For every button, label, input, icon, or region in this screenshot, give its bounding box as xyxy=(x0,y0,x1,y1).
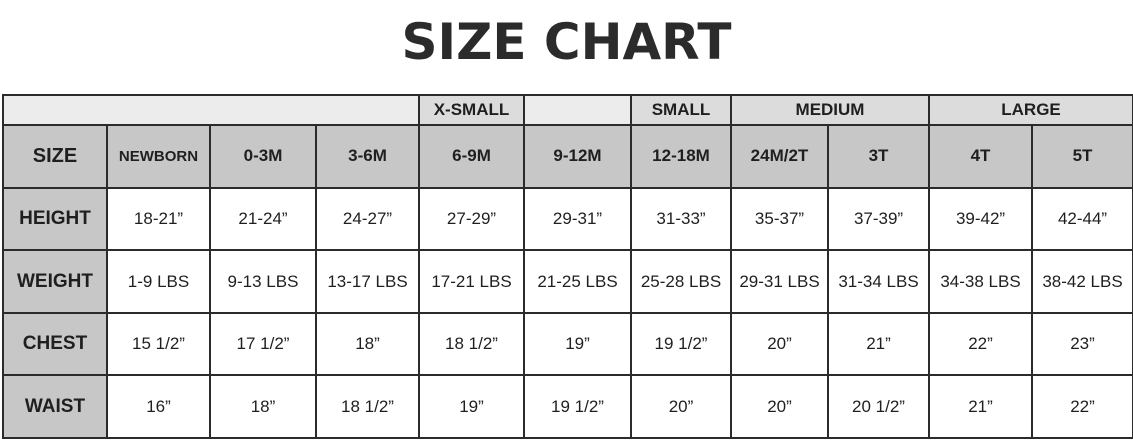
table-cell: 20” xyxy=(730,374,829,439)
row-label-waist: WAIST xyxy=(2,374,108,439)
table-cell: 18-21” xyxy=(106,186,211,252)
size-header-cell: 3T xyxy=(826,124,931,189)
size-header-cell: 24M/2T xyxy=(730,124,829,189)
table-cell: 22” xyxy=(928,311,1034,377)
table-cell: 18” xyxy=(315,311,420,377)
table-cell: 35-37” xyxy=(730,186,829,252)
weight-row: WEIGHT 1-9 LBS 9-13 LBS 13-17 LBS 17-21 … xyxy=(2,249,1133,314)
table-cell: 23” xyxy=(1031,311,1133,377)
size-chart-table: X-SMALL SMALL MEDIUM LARGE SIZE NEWBORN … xyxy=(2,93,1133,439)
table-cell: 29-31 LBS xyxy=(730,249,829,314)
table-cell: 29-31” xyxy=(523,186,632,252)
size-header-cell: 0-3M xyxy=(209,124,317,189)
page-title: SIZE CHART xyxy=(401,13,732,71)
row-label-weight: WEIGHT xyxy=(2,249,108,314)
size-header-cell: NEWBORN xyxy=(106,124,211,189)
table-cell: 19” xyxy=(418,374,525,439)
table-cell: 21” xyxy=(928,374,1034,439)
table-cell: 37-39” xyxy=(826,186,931,252)
size-header-cell: 12-18M xyxy=(630,124,732,189)
table-cell: 17-21 LBS xyxy=(418,249,525,314)
table-cell: 27-29” xyxy=(418,186,525,252)
row-label-height: HEIGHT xyxy=(2,186,108,252)
table-cell: 20” xyxy=(730,311,829,377)
table-cell: 19” xyxy=(523,311,632,377)
table-cell: 42-44” xyxy=(1031,186,1133,252)
table-cell: 21-25 LBS xyxy=(523,249,632,314)
group-header-large: LARGE xyxy=(928,93,1133,127)
group-header-blank xyxy=(523,93,632,127)
size-header-cell: 6-9M xyxy=(418,124,525,189)
table-cell: 18 1/2” xyxy=(418,311,525,377)
waist-row: WAIST 16” 18” 18 1/2” 19” 19 1/2” 20” 20… xyxy=(2,374,1133,439)
table-cell: 1-9 LBS xyxy=(106,249,211,314)
table-cell: 25-28 LBS xyxy=(630,249,732,314)
table-cell: 16” xyxy=(106,374,211,439)
size-header-cell: 9-12M xyxy=(523,124,632,189)
group-header-xsmall: X-SMALL xyxy=(418,93,525,127)
group-header-small: SMALL xyxy=(630,93,732,127)
table-cell: 38-42 LBS xyxy=(1031,249,1133,314)
table-cell: 39-42” xyxy=(928,186,1034,252)
table-cell: 31-34 LBS xyxy=(826,249,931,314)
chest-row: CHEST 15 1/2” 17 1/2” 18” 18 1/2” 19” 19… xyxy=(2,311,1133,377)
table-cell: 22” xyxy=(1031,374,1133,439)
size-header-cell: 5T xyxy=(1031,124,1133,189)
table-cell: 19 1/2” xyxy=(630,311,732,377)
table-cell: 21-24” xyxy=(209,186,317,252)
table-cell: 9-13 LBS xyxy=(209,249,317,314)
size-header-row: SIZE NEWBORN 0-3M 3-6M 6-9M 9-12M 12-18M… xyxy=(2,124,1133,189)
table-cell: 13-17 LBS xyxy=(315,249,420,314)
size-header-cell: 4T xyxy=(928,124,1034,189)
table-cell: 21” xyxy=(826,311,931,377)
table-cell: 18 1/2” xyxy=(315,374,420,439)
table-cell: 15 1/2” xyxy=(106,311,211,377)
group-header-medium: MEDIUM xyxy=(729,93,931,127)
table-cell: 17 1/2” xyxy=(209,311,317,377)
group-header-blank xyxy=(2,93,420,127)
table-cell: 24-27” xyxy=(315,186,420,252)
table-cell: 34-38 LBS xyxy=(928,249,1034,314)
table-cell: 31-33” xyxy=(630,186,732,252)
table-cell: 20” xyxy=(630,374,732,439)
height-row: HEIGHT 18-21” 21-24” 24-27” 27-29” 29-31… xyxy=(2,186,1133,252)
size-header-cell: 3-6M xyxy=(315,124,420,189)
table-cell: 19 1/2” xyxy=(523,374,632,439)
table-cell: 20 1/2” xyxy=(826,374,931,439)
row-label-chest: CHEST xyxy=(2,311,108,377)
table-cell: 18” xyxy=(209,374,317,439)
size-group-row: X-SMALL SMALL MEDIUM LARGE xyxy=(2,93,1133,127)
size-label-cell: SIZE xyxy=(2,124,108,189)
